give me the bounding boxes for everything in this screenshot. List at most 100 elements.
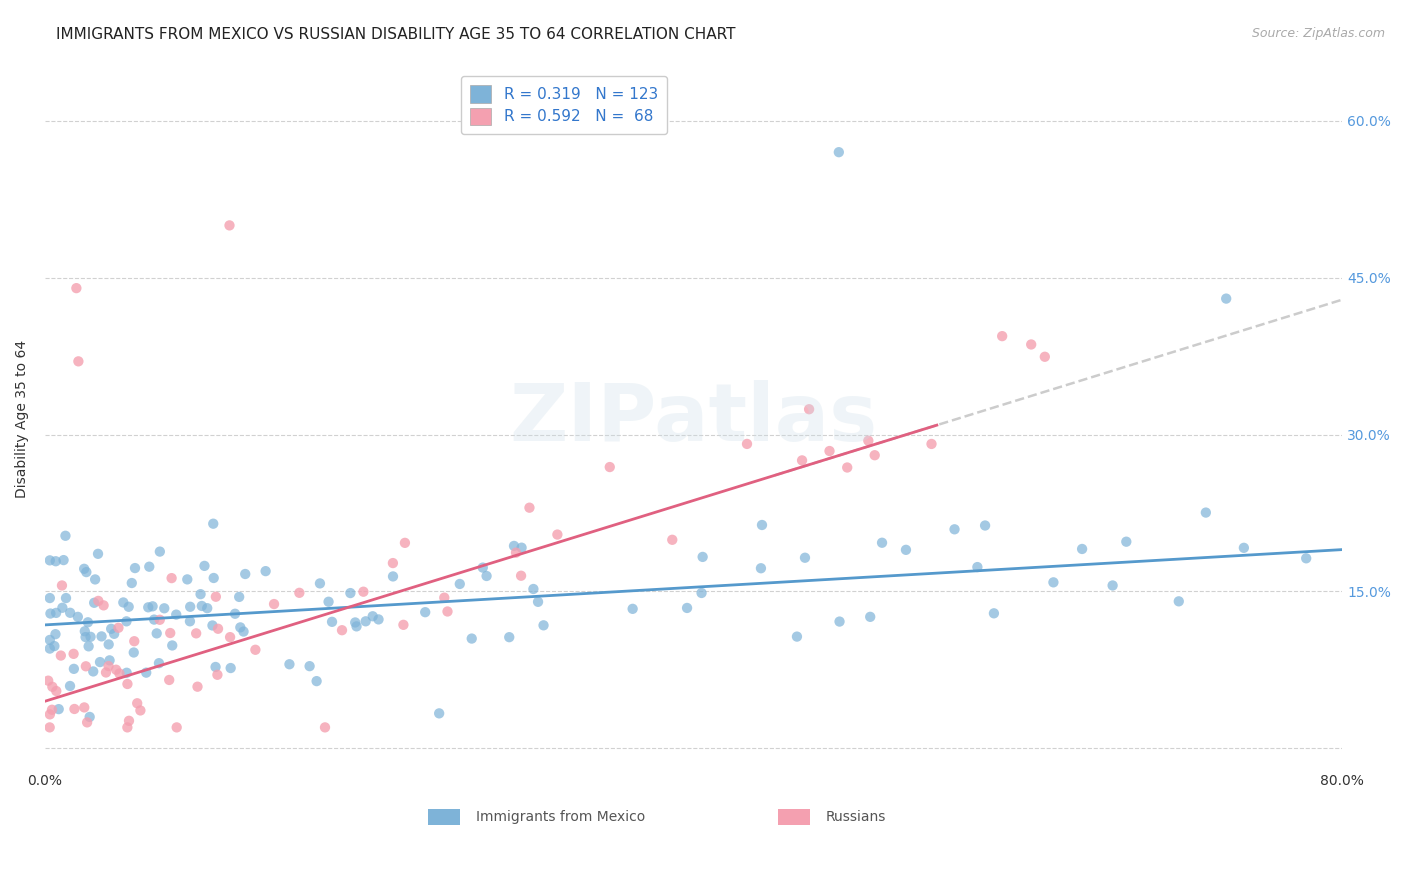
Point [62,647,84,661]
Point [97,637,120,651]
Point [118,714,141,728]
Point [142,599,165,614]
Point [129,703,152,717]
Point [179,599,201,614]
Point [510,568,533,582]
Point [143,613,166,627]
Point [108,666,131,681]
Point [90,629,112,643]
Point [63,702,86,716]
Y-axis label: Disability Age 35 to 64: Disability Age 35 to 64 [15,340,30,498]
Point [471,560,494,574]
Point [45,606,67,620]
Point [505,546,527,560]
Point [599,460,621,475]
Point [73,562,96,576]
Point [344,615,367,630]
Point [510,541,533,555]
Point [943,522,966,536]
Text: ZIPatlas: ZIPatlas [509,380,877,458]
Point [44,627,66,641]
Point [218,219,240,233]
Point [202,571,225,585]
Point [436,605,458,619]
Legend: R = 0.319   N = 123, R = 0.592   N =  68: R = 0.319 N = 123, R = 0.592 N = 68 [461,76,666,135]
Point [1215,292,1237,306]
Point [794,550,817,565]
Point [59,606,82,620]
Point [115,615,138,629]
Text: Immigrants from Mexico: Immigrants from Mexico [475,810,645,824]
Point [392,617,415,632]
Point [75,565,97,579]
Point [38,553,60,567]
Point [87,547,110,561]
Point [394,536,416,550]
Point [1115,534,1137,549]
Point [48,702,70,716]
Point [84,573,107,587]
Point [149,613,172,627]
Point [51,600,73,615]
Point [193,558,215,573]
Point [858,434,880,448]
Point [98,653,121,667]
Point [263,597,285,611]
Point [498,630,520,644]
Point [148,656,170,670]
Point [67,354,90,368]
Text: Russians: Russians [825,810,886,824]
Point [870,535,893,549]
Point [89,655,111,669]
Point [204,660,226,674]
Point [207,622,229,636]
Point [162,639,184,653]
Point [45,554,67,568]
Point [115,665,138,680]
Point [117,677,139,691]
Point [361,609,384,624]
Point [44,639,66,653]
Point [127,696,149,710]
Text: Source: ZipAtlas.com: Source: ZipAtlas.com [1251,27,1385,40]
Point [49,648,72,663]
Point [149,544,172,558]
Point [87,594,110,608]
Point [790,453,813,467]
Point [749,561,772,575]
Point [966,560,988,574]
Point [38,720,60,734]
Point [245,642,267,657]
Point [339,586,361,600]
Point [166,720,188,734]
Point [621,602,644,616]
Point [519,500,541,515]
Point [278,657,301,672]
Point [136,600,159,615]
Point [73,700,96,714]
Point [503,539,526,553]
Point [186,626,208,640]
Point [38,632,60,647]
Point [122,634,145,648]
Point [533,618,555,632]
Point [107,621,129,635]
Point [367,612,389,626]
Point [94,665,117,680]
Point [1295,551,1317,566]
Point [1167,594,1189,608]
Point [165,607,187,622]
Point [786,630,808,644]
Point [354,615,377,629]
Point [38,591,60,605]
Point [321,615,343,629]
Point [112,595,135,609]
Point [382,569,405,583]
Point [661,533,683,547]
Point [105,663,128,677]
Point [330,624,353,638]
Point [219,630,242,644]
Point [38,707,60,722]
Point [427,706,450,721]
Point [1195,506,1218,520]
